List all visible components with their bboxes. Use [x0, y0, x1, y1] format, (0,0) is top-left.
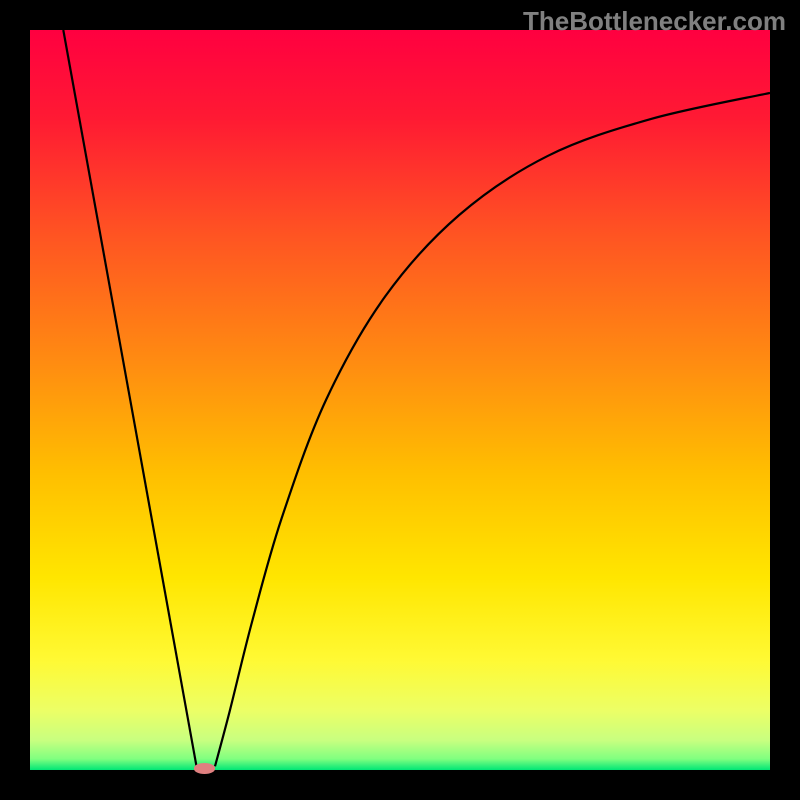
optimal-marker [194, 763, 215, 773]
curve-layer [30, 30, 770, 770]
plot-area [30, 30, 770, 770]
bottleneck-curve-left [63, 30, 196, 766]
watermark-text: TheBottlenecker.com [523, 6, 786, 37]
bottleneck-curve-right [215, 93, 770, 766]
chart-container: TheBottlenecker.com [0, 0, 800, 800]
